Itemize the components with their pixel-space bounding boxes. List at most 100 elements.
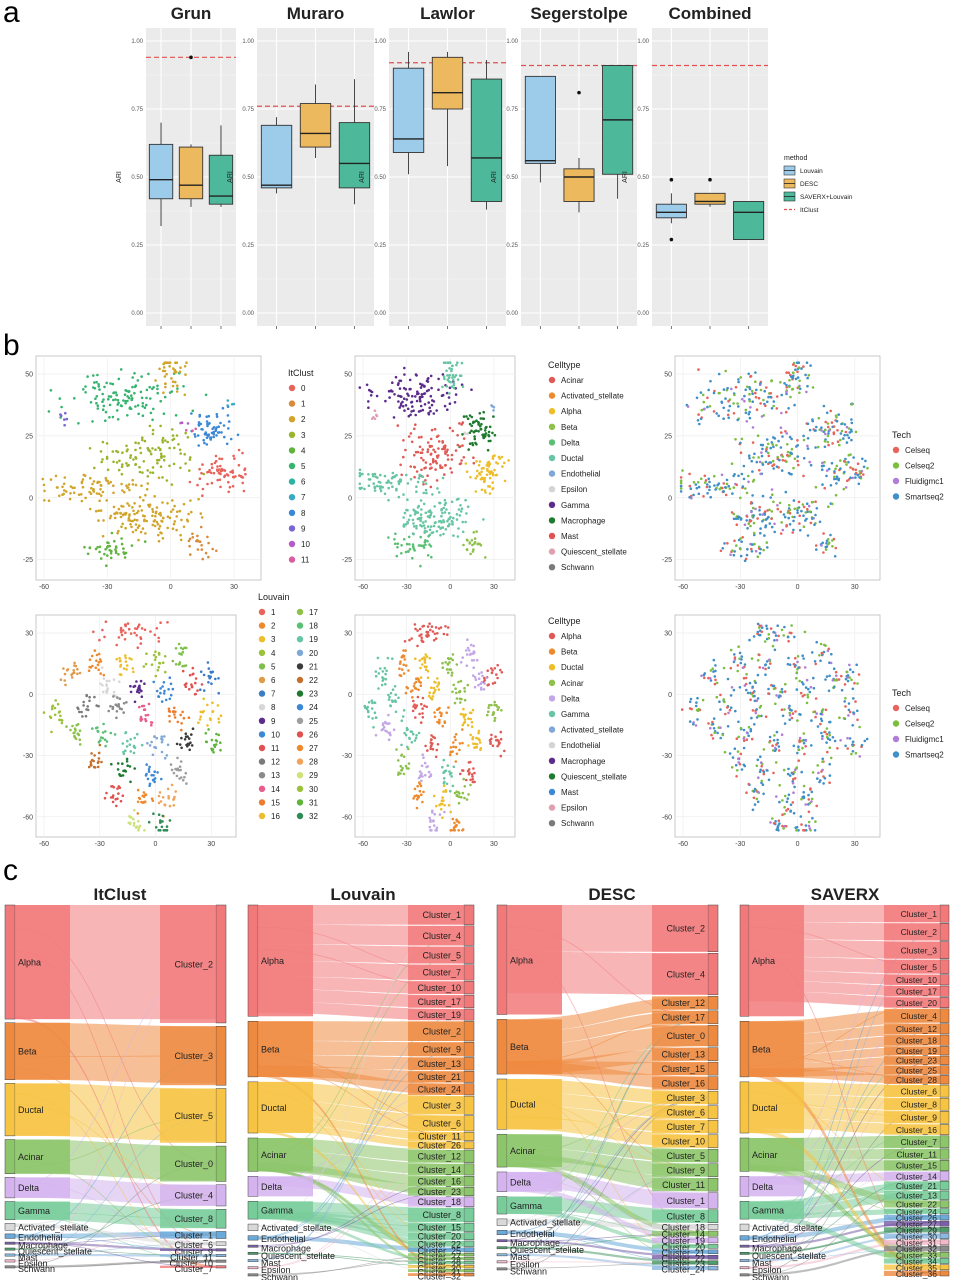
scatter-point: [441, 796, 444, 799]
scatter-point: [118, 774, 122, 777]
scatter-point: [405, 398, 409, 401]
scatter-point: [225, 442, 229, 446]
scatter-point: [786, 662, 790, 666]
scatter-point: [412, 525, 416, 528]
sankey-right-node: [463, 994, 475, 1009]
scatter-point: [166, 502, 169, 505]
scatter-point: [429, 409, 432, 413]
scatter-point: [786, 797, 790, 800]
scatter-point: [98, 545, 102, 549]
scatter-point: [167, 795, 170, 798]
sankey-right-node: [463, 964, 475, 981]
box-louvain: [260, 117, 293, 194]
scatter-point: [444, 661, 447, 664]
scatter-point: [833, 678, 837, 682]
scatter-point: [750, 657, 754, 660]
scatter-point: [719, 708, 722, 711]
scatter-point: [126, 395, 129, 398]
scatter-point: [767, 633, 771, 636]
box-body: [470, 78, 503, 202]
scatter-point: [132, 751, 136, 755]
scatter-point: [748, 387, 752, 391]
scatter-point: [469, 552, 472, 556]
scatter-point: [105, 457, 109, 460]
sankey-left-label: Mast: [752, 1258, 772, 1268]
scatter-point: [156, 522, 160, 526]
scatter-point: [414, 423, 417, 427]
scatter-point: [202, 709, 205, 713]
scatter-point: [442, 790, 445, 793]
y-tick-label: 0: [348, 495, 352, 502]
scatter-point: [184, 771, 188, 775]
sankey-left-node: [4, 1253, 16, 1257]
scatter-point: [749, 728, 753, 731]
sankey-right-band: [160, 1259, 216, 1263]
scatter-point: [780, 687, 784, 691]
sankey-right-node: [939, 1270, 950, 1277]
scatter-point: [805, 678, 809, 682]
scatter-point: [768, 739, 772, 743]
scatter-point: [141, 405, 144, 408]
sankey-left-band: [258, 1021, 313, 1077]
scatter-point: [188, 687, 191, 691]
scatter-point: [124, 624, 127, 628]
scatter-point: [165, 361, 169, 365]
scatter-point: [226, 414, 230, 417]
sankey-left-label: Endothelial: [18, 1232, 63, 1242]
scatter-point: [191, 532, 194, 536]
scatter-point: [835, 419, 839, 423]
scatter-point: [411, 405, 414, 408]
scatter-point: [455, 518, 459, 521]
scatter-point: [80, 481, 84, 485]
scatter-point: [485, 676, 488, 680]
scatter-point: [160, 750, 164, 754]
sankey-right-label: Cluster_27: [417, 1251, 461, 1261]
scatter-point: [437, 440, 441, 443]
scatter-point: [123, 393, 127, 397]
scatter-point: [404, 649, 407, 652]
scatter-point: [430, 386, 433, 390]
scatter-point: [387, 479, 390, 483]
scatter-point: [387, 693, 390, 697]
scatter-point: [733, 656, 737, 659]
scatter-point: [178, 777, 181, 780]
scatter-point: [851, 740, 855, 744]
scatter-point: [99, 660, 103, 663]
scatter-point: [154, 448, 157, 452]
scatter-point: [136, 646, 140, 649]
y-tick-label: 0: [668, 692, 672, 699]
scatter-point: [115, 716, 118, 720]
scatter-point: [797, 748, 801, 752]
scatter-point: [470, 725, 474, 728]
sankey-right-label: Cluster_1: [174, 1230, 213, 1240]
scatter-point: [739, 517, 743, 520]
scatter-point: [787, 503, 791, 507]
scatter-point: [170, 483, 174, 486]
legend-label: 18: [309, 622, 318, 631]
scatter-point: [808, 510, 812, 513]
scatter-point: [849, 428, 853, 432]
scatter-point: [827, 689, 831, 693]
sankey-right-label: Cluster_6: [174, 1240, 213, 1250]
scatter-point: [696, 718, 699, 721]
scatter-point: [799, 528, 802, 532]
box-outlier: [669, 237, 674, 242]
scatter-point: [153, 777, 157, 780]
legend-label: 5: [301, 462, 306, 471]
scatter-point: [125, 668, 128, 671]
box-desc: [299, 84, 332, 158]
sankey-left-label: Delta: [510, 1177, 531, 1187]
scatter-point: [747, 412, 751, 416]
sankey-left-label: Activated_stellate: [510, 1218, 581, 1228]
scatter-point: [789, 803, 793, 807]
scatter-point: [432, 412, 436, 415]
scatter-point: [503, 479, 507, 483]
scatter-point: [154, 826, 158, 829]
scatter-point: [204, 740, 208, 744]
scatter-point: [171, 687, 175, 691]
scatter-point: [200, 471, 203, 475]
scatter-point: [694, 724, 698, 727]
legend-label: 4: [301, 446, 306, 455]
scatter-point: [465, 548, 469, 551]
scatter-point: [496, 663, 500, 667]
